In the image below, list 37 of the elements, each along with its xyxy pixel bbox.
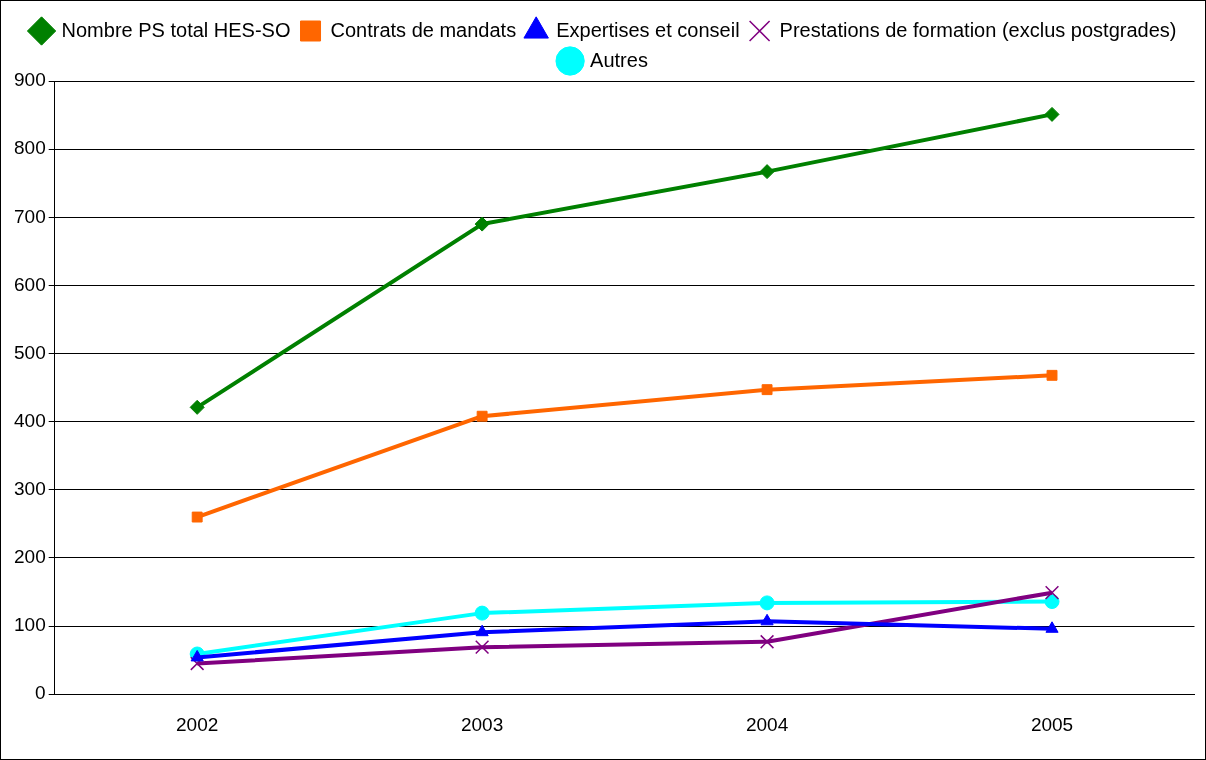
- point: [189, 399, 205, 415]
- x-tick-label: 2002: [176, 713, 219, 735]
- point: [474, 216, 490, 232]
- legend-label: Expertises et conseil: [556, 18, 740, 41]
- point: [190, 656, 205, 671]
- point: [760, 613, 774, 626]
- point: [759, 634, 775, 649]
- point: [761, 384, 773, 396]
- point: [475, 640, 490, 655]
- point: [476, 410, 488, 422]
- point: [759, 595, 775, 611]
- point: [1045, 621, 1059, 633]
- legend-label: Prestations de formation (exclus postgrades): [779, 18, 1177, 41]
- point: [474, 605, 490, 621]
- y-tick-label: 900: [14, 69, 46, 91]
- point: [191, 511, 203, 523]
- legend-label: Contrats de mandats: [330, 18, 517, 41]
- x-tick-label: 2005: [1030, 713, 1074, 735]
- point: [1044, 106, 1060, 122]
- point: [759, 164, 775, 180]
- y-tick-label: 100: [14, 614, 46, 636]
- y-tick-label: 0: [35, 682, 46, 704]
- y-tick-label: 200: [14, 546, 46, 568]
- y-tick-label: 700: [14, 205, 46, 227]
- y-tick-label: 300: [14, 478, 46, 500]
- y-tick-label: 600: [14, 273, 46, 295]
- point: [1046, 369, 1058, 381]
- legend-label: Nombre PS total HES-SO: [61, 18, 291, 41]
- point: [1044, 594, 1060, 610]
- y-tick-label: 400: [14, 409, 46, 431]
- x-tick-label: 2003: [460, 713, 504, 735]
- x-tick-label: 2004: [745, 713, 789, 735]
- legend-label: Autres: [590, 48, 648, 71]
- y-tick-label: 500: [14, 341, 46, 363]
- point: [1044, 585, 1060, 600]
- y-tick-label: 800: [14, 137, 46, 159]
- point: [475, 624, 489, 637]
